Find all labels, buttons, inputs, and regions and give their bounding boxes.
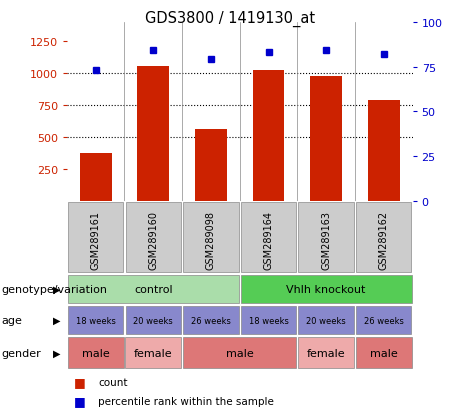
Text: GSM289162: GSM289162 (379, 210, 389, 269)
Bar (125, 306, 181, 334)
Bar (137, 67, 169, 202)
Text: GSM289098: GSM289098 (206, 210, 216, 269)
Bar (368, 101, 400, 202)
Text: 18 weeks: 18 weeks (248, 316, 289, 325)
Text: ▶: ▶ (53, 315, 60, 325)
Bar (68, 306, 124, 334)
Text: age: age (2, 315, 23, 325)
Bar (68, 203, 124, 273)
Text: genotype/variation: genotype/variation (2, 284, 108, 294)
Text: male: male (82, 348, 110, 358)
Text: 26 weeks: 26 weeks (191, 316, 231, 325)
Bar (241, 203, 296, 273)
Bar (241, 306, 296, 334)
Bar (183, 203, 239, 273)
Text: GSM289160: GSM289160 (148, 210, 158, 269)
Text: ■: ■ (74, 375, 85, 388)
Bar (298, 337, 354, 368)
Bar (183, 306, 239, 334)
Text: female: female (134, 348, 172, 358)
Text: count: count (98, 377, 127, 387)
Text: male: male (226, 348, 254, 358)
Bar (356, 337, 412, 368)
Text: female: female (307, 348, 345, 358)
Bar (253, 71, 284, 202)
Bar (195, 130, 227, 202)
Bar (183, 337, 296, 368)
Text: gender: gender (2, 348, 41, 358)
Bar (299, 306, 354, 334)
Text: GSM289161: GSM289161 (91, 210, 100, 269)
Bar (80, 154, 112, 202)
Bar (68, 275, 239, 303)
Text: Vhlh knockout: Vhlh knockout (286, 284, 366, 294)
Bar (68, 337, 124, 368)
Text: GSM289163: GSM289163 (321, 210, 331, 269)
Text: 20 weeks: 20 weeks (306, 316, 346, 325)
Text: ■: ■ (74, 394, 85, 407)
Text: male: male (370, 348, 398, 358)
Text: percentile rank within the sample: percentile rank within the sample (98, 396, 274, 406)
Bar (241, 275, 412, 303)
Bar (356, 203, 411, 273)
Bar (310, 77, 342, 202)
Text: GDS3800 / 1419130_at: GDS3800 / 1419130_at (145, 10, 316, 26)
Bar (125, 337, 181, 368)
Bar (299, 203, 354, 273)
Text: control: control (134, 284, 172, 294)
Bar (125, 203, 181, 273)
Text: 20 weeks: 20 weeks (133, 316, 173, 325)
Text: ▶: ▶ (53, 348, 60, 358)
Text: 18 weeks: 18 weeks (76, 316, 116, 325)
Text: ▶: ▶ (53, 284, 60, 294)
Bar (356, 306, 411, 334)
Text: 26 weeks: 26 weeks (364, 316, 404, 325)
Text: GSM289164: GSM289164 (264, 210, 273, 269)
